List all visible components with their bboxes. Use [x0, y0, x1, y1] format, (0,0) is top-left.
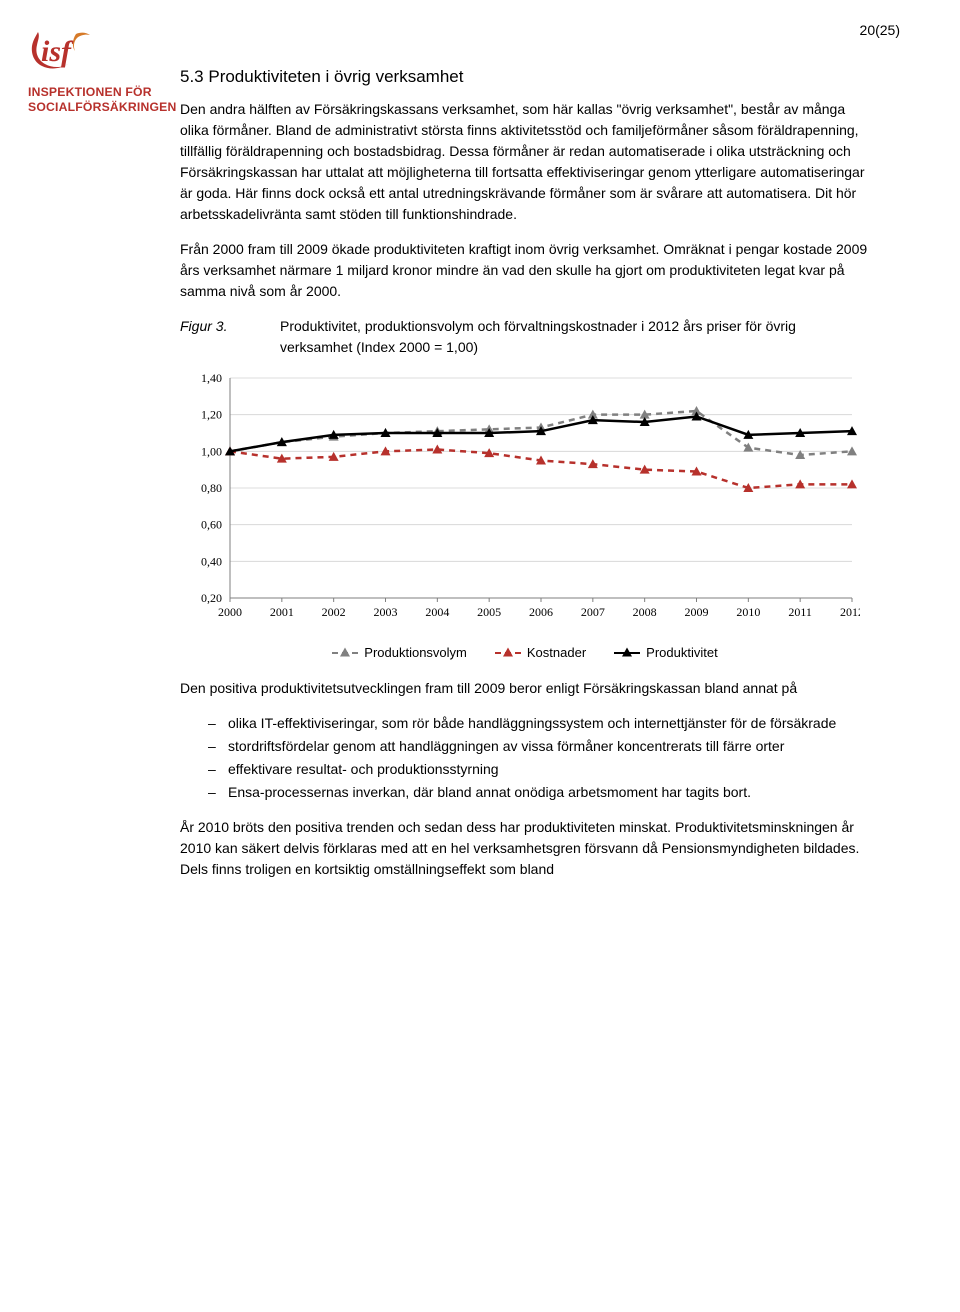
section-heading: 5.3 Produktiviteten i övrig verksamhet: [180, 66, 870, 89]
list-item: stordriftsfördelar genom att handläggnin…: [208, 736, 870, 757]
paragraph-2: Från 2000 fram till 2009 ökade produktiv…: [180, 239, 870, 302]
paragraph-3: Den positiva produktivitetsutvecklingen …: [180, 678, 870, 699]
paragraph-4: År 2010 bröts den positiva trenden och s…: [180, 817, 870, 880]
logo-text-line1: INSPEKTIONEN FÖR: [28, 85, 152, 99]
legend-item: Kostnader: [495, 645, 586, 660]
isf-logo: isf INSPEKTIONEN FÖR SOCIALFÖRSÄKRINGEN: [28, 28, 183, 116]
line-chart-svg: 0,20 0,40 0,60 0,80 1,00 1,20 1,40 2000 2001 2002…: [180, 368, 860, 628]
svg-text:0,60: 0,60: [201, 518, 222, 532]
list-item: olika IT-effektiviseringar, som rör både…: [208, 713, 870, 734]
paragraph-1: Den andra hälften av Försäkringskassans …: [180, 99, 870, 225]
svg-text:2011: 2011: [788, 605, 812, 619]
figure-caption: Produktivitet, produktionsvolym och förv…: [280, 316, 870, 358]
list-item: Ensa-processernas inverkan, där bland an…: [208, 782, 870, 803]
svg-text:2000: 2000: [218, 605, 242, 619]
logo-text-line2: SOCIALFÖRSÄKRINGEN: [28, 100, 177, 114]
svg-text:0,20: 0,20: [201, 591, 222, 605]
svg-text:1,20: 1,20: [201, 408, 222, 422]
svg-text:1,00: 1,00: [201, 444, 222, 458]
figure-3-chart: 0,20 0,40 0,60 0,80 1,00 1,20 1,40 2000 2001 2002…: [180, 368, 870, 633]
svg-text:isf: isf: [41, 35, 74, 68]
svg-text:2002: 2002: [322, 605, 346, 619]
legend-label: Produktivitet: [646, 645, 718, 660]
chart-legend: Produktionsvolym Kostnader Produktivitet: [180, 645, 870, 660]
bullet-list: olika IT-effektiviseringar, som rör både…: [180, 713, 870, 803]
svg-text:2005: 2005: [477, 605, 501, 619]
svg-text:2004: 2004: [425, 605, 449, 619]
svg-text:2012: 2012: [840, 605, 860, 619]
legend-item: Produktionsvolym: [332, 645, 467, 660]
svg-text:2008: 2008: [633, 605, 657, 619]
svg-text:2007: 2007: [581, 605, 605, 619]
svg-text:1,40: 1,40: [201, 371, 222, 385]
legend-item: Produktivitet: [614, 645, 718, 660]
svg-text:2006: 2006: [529, 605, 553, 619]
isf-logo-icon: isf: [28, 28, 98, 76]
page-number: 20(25): [860, 22, 900, 38]
list-item: effektivare resultat- och produktionssty…: [208, 759, 870, 780]
figure-label: Figur 3.: [180, 316, 280, 358]
svg-text:2001: 2001: [270, 605, 294, 619]
svg-text:0,80: 0,80: [201, 481, 222, 495]
legend-label: Kostnader: [527, 645, 586, 660]
svg-text:0,40: 0,40: [201, 554, 222, 568]
svg-text:2003: 2003: [374, 605, 398, 619]
svg-text:2010: 2010: [736, 605, 760, 619]
svg-text:2009: 2009: [685, 605, 709, 619]
legend-label: Produktionsvolym: [364, 645, 467, 660]
